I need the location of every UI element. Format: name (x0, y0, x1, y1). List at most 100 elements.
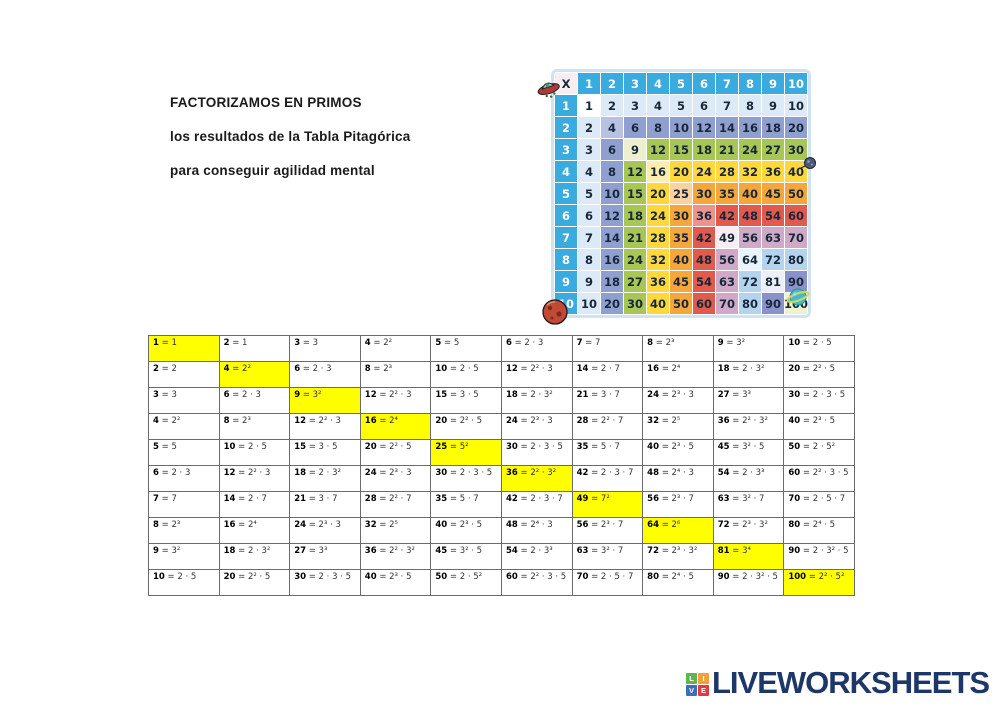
factor-cell: 25 = 5² (430, 439, 502, 466)
factor-cell: 81 = 3⁴ (712, 543, 785, 570)
factor-cell: 60 = 2² · 3 · 5 (783, 465, 855, 492)
pytha-product-cell: 32 (739, 161, 761, 182)
factor-cell: 12 = 2² · 3 (289, 413, 361, 440)
pytha-row-header: 3 (555, 139, 577, 160)
pytha-product-cell: 24 (624, 249, 646, 270)
pytha-product-cell: 40 (785, 161, 807, 182)
pytha-product-cell: 70 (785, 227, 807, 248)
factor-cell: 80 = 2⁴ · 5 (783, 517, 855, 544)
factor-cell: 36 = 2² · 3² (712, 413, 785, 440)
pytha-product-cell: 8 (739, 95, 761, 116)
factor-cell: 54 = 2 · 3³ (500, 543, 573, 570)
pytha-product-cell: 40 (647, 293, 669, 314)
title-line-2: los resultados de la Tabla Pitagórica (170, 129, 411, 144)
factor-cell: 20 = 2² · 5 (359, 439, 432, 466)
factor-cell: 40 = 2³ · 5 (430, 517, 502, 544)
pytha-row-header: 7 (555, 227, 577, 248)
pytha-product-cell: 21 (716, 139, 738, 160)
factor-cell: 21 = 3 · 7 (289, 491, 361, 518)
pytha-product-cell: 54 (693, 271, 715, 292)
factor-cell: 10 = 2 · 5 (148, 569, 220, 596)
pytha-product-cell: 90 (762, 293, 784, 314)
factor-cell: 20 = 2² · 5 (430, 413, 502, 440)
factor-cell: 27 = 3³ (289, 543, 361, 570)
factor-cell: 30 = 2 · 3 · 5 (500, 439, 573, 466)
factor-cell: 24 = 2³ · 3 (642, 387, 714, 414)
factor-cell: 6 = 2 · 3 (289, 361, 361, 388)
pytha-product-cell: 64 (739, 249, 761, 270)
factor-cell: 50 = 2 · 5² (430, 569, 502, 596)
pytha-product-cell: 8 (578, 249, 600, 270)
factor-cell: 20 = 2² · 5 (218, 569, 291, 596)
pytha-product-cell: 50 (785, 183, 807, 204)
pytha-product-cell: 15 (624, 183, 646, 204)
factor-cell: 7 = 7 (571, 335, 644, 362)
factor-cell: 2 = 2 (148, 361, 220, 388)
pytha-row-header: 8 (555, 249, 577, 270)
factor-cell: 70 = 2 · 5 · 7 (571, 569, 644, 596)
factor-cell: 18 = 2 · 3² (500, 387, 573, 414)
pytha-corner-cell: X (555, 73, 577, 94)
pytha-product-cell: 42 (716, 205, 738, 226)
factor-cell: 28 = 2² · 7 (359, 491, 432, 518)
factor-cell: 72 = 2³ · 3² (712, 517, 785, 544)
factor-cell: 5 = 5 (148, 439, 220, 466)
pytha-col-header: 9 (762, 73, 784, 94)
pytha-product-cell: 4 (647, 95, 669, 116)
factor-cell: 54 = 2 · 3³ (712, 465, 785, 492)
pytha-product-cell: 80 (739, 293, 761, 314)
pytha-product-cell: 27 (624, 271, 646, 292)
factor-cell: 40 = 2³ · 5 (642, 439, 714, 466)
pytha-product-cell: 48 (739, 205, 761, 226)
factor-cell: 48 = 2⁴ · 3 (500, 517, 573, 544)
pytha-col-header: 3 (624, 73, 646, 94)
factor-cell: 6 = 2 · 3 (148, 465, 220, 492)
factor-cell: 63 = 3² · 7 (712, 491, 785, 518)
factor-cell: 70 = 2 · 5 · 7 (783, 491, 855, 518)
pytha-product-cell: 24 (693, 161, 715, 182)
factor-cell: 56 = 2³ · 7 (642, 491, 714, 518)
factor-cell: 30 = 2 · 3 · 5 (783, 387, 855, 414)
factor-cell: 2 = 1 (218, 335, 291, 362)
pytha-row-header: 6 (555, 205, 577, 226)
pythagorean-table: X 1 2 3 4 5 6 7 8 9 10 1 1 2 3 4 5 6 7 8 9 10 2 2 4 6 8 10 12 14 16 18 2… (551, 69, 811, 318)
factor-cell: 20 = 2² · 5 (783, 361, 855, 388)
factor-cell: 30 = 2 · 3 · 5 (289, 569, 361, 596)
pytha-product-cell: 18 (762, 117, 784, 138)
factor-cell: 14 = 2 · 7 (218, 491, 291, 518)
pytha-product-cell: 16 (601, 249, 623, 270)
pytha-product-cell: 6 (693, 95, 715, 116)
factor-cell: 49 = 7² (571, 491, 644, 518)
factor-cell: 80 = 2⁴ · 5 (642, 569, 714, 596)
factor-cell: 3 = 3 (148, 387, 220, 414)
pytha-product-cell: 10 (785, 95, 807, 116)
pytha-row-header: 9 (555, 271, 577, 292)
factor-row: 10 = 2 · 5 20 = 2² · 5 30 = 2 · 3 · 5 40 = … (148, 569, 855, 596)
pytha-product-cell: 80 (785, 249, 807, 270)
pytha-product-cell: 28 (716, 161, 738, 182)
pytha-col-header: 2 (601, 73, 623, 94)
pytha-product-cell: 7 (716, 95, 738, 116)
factor-cell: 18 = 2 · 3² (218, 543, 291, 570)
pytha-product-cell: 21 (624, 227, 646, 248)
factor-cell: 8 = 2³ (359, 361, 432, 388)
pytha-product-cell: 12 (601, 205, 623, 226)
factor-cell: 27 = 3³ (712, 387, 785, 414)
factor-cell: 36 = 2² · 3² (500, 465, 573, 492)
factor-cell: 12 = 2² · 3 (218, 465, 291, 492)
factor-row: 7 = 7 14 = 2 · 7 21 = 3 · 7 28 = 2² · 7 35 =… (148, 491, 855, 518)
pytha-product-cell: 56 (716, 249, 738, 270)
pytha-product-cell: 48 (693, 249, 715, 270)
factor-cell: 16 = 2⁴ (642, 361, 714, 388)
pytha-product-cell: 12 (624, 161, 646, 182)
factor-cell: 63 = 3² · 7 (571, 543, 644, 570)
factor-cell: 28 = 2² · 7 (571, 413, 644, 440)
pytha-product-cell: 42 (693, 227, 715, 248)
pytha-row-header: 2 (555, 117, 577, 138)
factor-cell: 100 = 2² · 5² (783, 569, 855, 596)
factor-cell: 18 = 2 · 3² (712, 361, 785, 388)
pytha-product-cell: 18 (693, 139, 715, 160)
logo-square-v: V (686, 685, 697, 696)
